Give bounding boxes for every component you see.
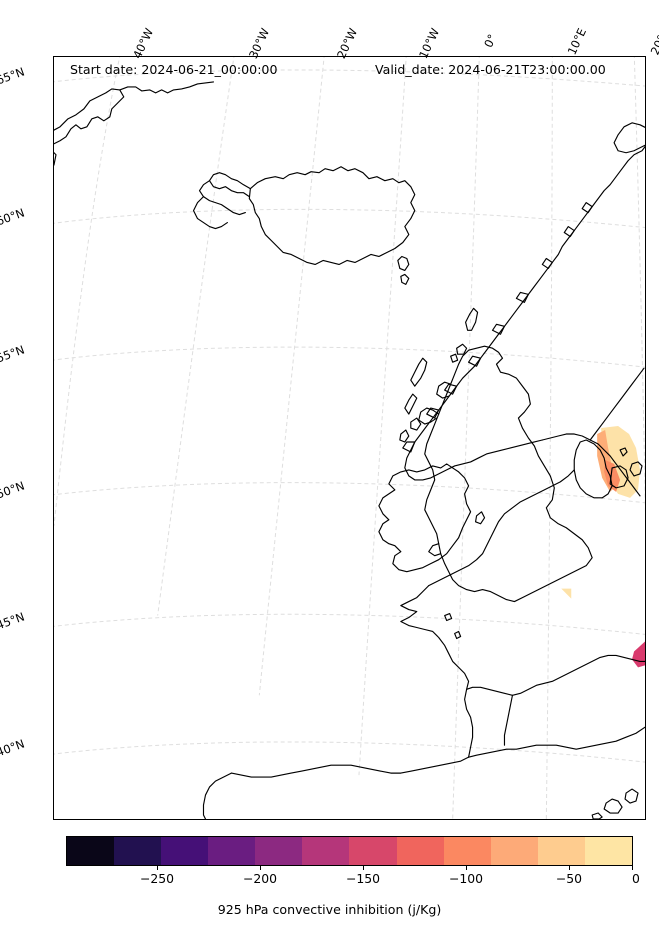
lat-tick-label-40n: 40°N [0,736,27,760]
coast-denmark-island-2 [629,461,643,477]
coast-balearic-1 [603,798,623,814]
colorbar-band-9 [490,837,538,865]
patch-denmark-orange-lower [604,459,621,492]
coast-isle-speck-2 [454,630,462,640]
colorbar-tick-200 [260,866,261,870]
coast-shetland [465,307,479,331]
lon-tick-label-20e: 20°E [647,26,659,58]
colorbar-tick-50 [569,866,570,870]
coast-great-britain [424,345,593,603]
coast-iceland [248,166,416,266]
colorbar-band-0 [67,837,115,865]
coast-denmark-jutland [573,439,613,499]
colorbar [66,836,633,866]
coast-hebrides-2 [404,393,418,415]
coast-hebrides-1 [410,357,428,387]
colorbar-band-3 [208,837,256,865]
colorbar-ticklabel-50: −50 [555,871,583,886]
colorbar-band-6 [349,837,397,865]
coast-iberia-se [466,654,645,696]
colorbar-tick-250 [157,866,158,870]
map-canvas [54,57,645,819]
colorbar-ticklabel-150: −150 [345,871,381,886]
coast-channel-speck [444,612,453,622]
start-date-title: Start date: 2024-06-21_00:00:00 [70,62,278,77]
coast-norway-south-east [541,433,641,497]
coast-greenland [54,88,125,145]
colorbar-band-10 [537,837,585,865]
coast-scotland-firth [436,381,452,399]
colorbar-band-8 [443,837,491,865]
coast-iberia-west [202,772,232,819]
lat-tick-label-50n: 50°N [0,478,27,502]
colorbar-ticklabel-200: −200 [242,871,278,886]
coast-norway-fjords [402,202,593,453]
lat-tick-label-45n: 45°N [0,609,27,633]
coast-greenland-south [54,151,57,166]
colorbar-ticklabel-250: −250 [139,871,175,886]
coast-orkney [456,343,468,355]
coast-denmark-islands [609,465,629,489]
lat-tick-label-60n: 60°N [0,205,27,229]
colorbar-ticklabel-0: 0 [632,871,640,886]
coast-iceland-nw-peninsula [208,172,251,198]
coast-greenland-extra [119,81,215,94]
colorbar-band-1 [114,837,162,865]
lat-tick-label-65n: 65°N [0,64,27,88]
colorbar-band-4 [255,837,303,865]
colorbar-tick-100 [466,866,467,870]
coast-hebrides-4 [399,429,410,443]
coast-norway-north-tip [613,122,645,154]
colorbar-ticklabel-100: −100 [448,871,484,886]
lon-tick-label-0: 0° [481,32,500,50]
colorbar-tick-150 [363,866,364,870]
gridlines [54,57,645,819]
coast-balearic-3 [591,812,603,819]
colorbar-axis-label: 925 hPa convective inhibition (j/Kg) [217,902,442,917]
coast-faroe [397,255,410,272]
coast-ireland [378,463,472,573]
coastlines [54,81,645,819]
coast-iberia-north [468,726,645,758]
coast-north-sea-continent [428,469,575,587]
coast-isle-of-man [475,511,486,525]
coast-sweden-coast [589,367,645,441]
patch-biscay-speck [561,588,572,599]
lat-tick-label-55n: 55°N [0,342,27,366]
colorbar-band-2 [161,837,209,865]
coast-iceland-nw-inlet [198,180,246,216]
coast-wales-inlet [428,543,442,557]
patch-mediterranean-crimson [632,641,645,668]
coast-france-south-bay [230,756,470,778]
colorbar-band-7 [396,837,444,865]
coast-hebrides-3 [410,417,422,431]
coast-denmark-speck [619,447,628,457]
coast-iberia-spain-inner [503,694,514,746]
coast-orkney-2 [450,353,459,363]
colorbar-tick-0 [632,866,633,870]
valid-date-title: Valid_date: 2024-06-21T23:00:00.00 [375,62,606,77]
coast-balearic-2 [624,788,639,804]
coast-france-west [400,585,474,758]
coast-faroe-2 [400,273,410,285]
map-plot-area [53,56,646,820]
lon-tick-label-10e: 10°E [564,26,590,58]
colorbar-band-11 [584,837,632,865]
colorbar-band-5 [302,837,350,865]
coast-iceland-west-fjord [192,196,228,230]
